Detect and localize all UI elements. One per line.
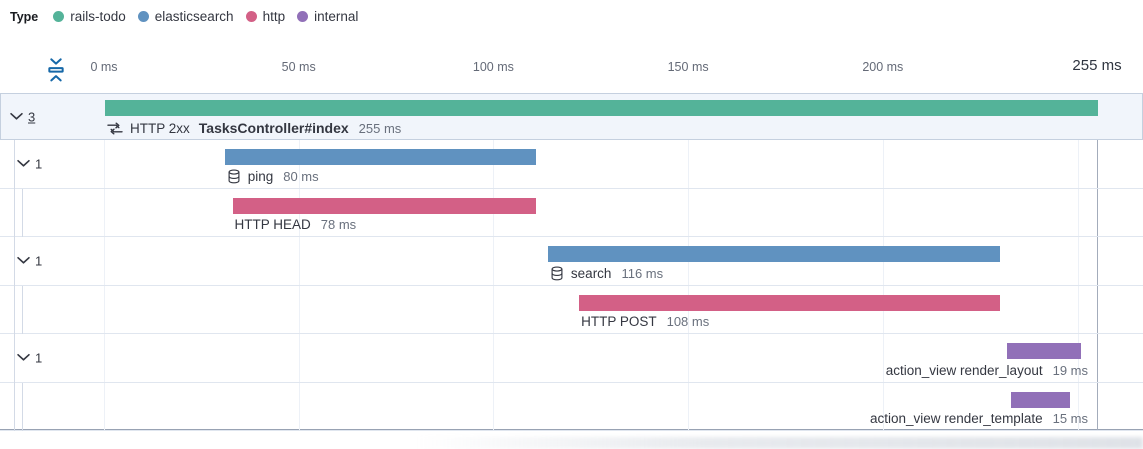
children-count: 1: [35, 156, 43, 172]
legend-dot-icon: [297, 11, 309, 22]
span-name: ping: [247, 168, 274, 184]
span-bar[interactable]: [547, 246, 1000, 262]
children-count: 1: [35, 253, 43, 269]
legend-title: Type: [10, 9, 39, 24]
axis-end-label: 255 ms: [1072, 57, 1122, 74]
transaction-merge-icon: [107, 121, 123, 136]
chevron-down-icon: [17, 257, 30, 265]
gridline: [298, 93, 300, 431]
legend-item-http[interactable]: http: [245, 9, 285, 24]
waterfall-row-http-head: HTTP HEAD 78 ms: [0, 189, 1143, 237]
duration-label: 15 ms: [1052, 411, 1088, 426]
database-icon: [550, 265, 564, 281]
span-name: search: [570, 265, 612, 281]
waterfall-row-ping: 1 ping 80 ms: [0, 140, 1143, 189]
accordion-toggle-ping[interactable]: 1: [17, 156, 42, 171]
gridline: [882, 93, 884, 431]
span-name: HTTP POST: [581, 314, 657, 329]
tree-guide-line: [14, 140, 15, 431]
transaction-result: HTTP 2xx: [130, 120, 190, 136]
legend: Type rails-todo elasticsearch http inter…: [10, 9, 370, 24]
axis-tick-150ms: 150 ms: [667, 60, 709, 74]
waterfall-row-render-template: action_view render_template 15 ms: [0, 383, 1143, 431]
accordion-toggle-transaction[interactable]: 3: [10, 109, 35, 124]
axis-tick-200ms: 200 ms: [862, 60, 904, 74]
tree-guide-line: [22, 382, 23, 431]
axis-tick-100ms: 100 ms: [472, 60, 514, 74]
span-label[interactable]: action_view render_layout 19 ms: [886, 360, 1088, 380]
end-gridline: [1097, 93, 1098, 431]
legend-dot-icon: [137, 11, 149, 22]
legend-item-internal[interactable]: internal: [297, 9, 358, 24]
span-bar[interactable]: [224, 149, 537, 165]
waterfall-chart: 3 HTTP 2xx TasksController#index 255 ms …: [0, 93, 1143, 431]
duration-label: 108 ms: [666, 314, 710, 329]
waterfall-row-transaction: 3 HTTP 2xx TasksController#index 255 ms: [0, 93, 1143, 140]
tree-guide-line: [22, 285, 23, 334]
axis-tick-50ms: 50 ms: [281, 60, 316, 74]
waterfall-row-search: 1 search 116 ms: [0, 237, 1143, 286]
tree-guide-line: [22, 188, 23, 237]
children-count: 1: [35, 350, 43, 366]
fold-timeline-icon: [45, 58, 69, 82]
legend-dot-icon: [53, 11, 65, 22]
legend-item-elasticsearch[interactable]: elasticsearch: [137, 9, 234, 24]
duration-label: 78 ms: [320, 217, 357, 232]
span-bar[interactable]: [232, 197, 537, 214]
span-name: action_view render_layout: [885, 362, 1043, 378]
legend-dot-icon: [245, 11, 257, 22]
chevron-down-icon: [17, 354, 30, 362]
duration-label: 19 ms: [1052, 362, 1088, 378]
children-count-link[interactable]: 3: [28, 109, 36, 124]
gridline: [104, 93, 105, 431]
duration-label: 116 ms: [621, 265, 664, 281]
axis-tick-0ms: 0 ms: [90, 60, 118, 74]
collapse-all-button[interactable]: [45, 57, 69, 83]
legend-item-rails-todo[interactable]: rails-todo: [53, 9, 126, 24]
gridline: [493, 93, 495, 431]
transaction-bar[interactable]: [105, 100, 1098, 116]
duration-label: 255 ms: [358, 120, 402, 136]
accordion-toggle-search[interactable]: 1: [17, 253, 42, 268]
span-bar[interactable]: [1011, 391, 1070, 408]
panel-shadow: [415, 437, 1143, 449]
span-name: action_view render_template: [869, 411, 1043, 426]
gridline: [1077, 93, 1079, 431]
transaction-name: TasksController#index: [198, 120, 349, 136]
span-name: HTTP HEAD: [234, 217, 311, 232]
gridline: [688, 93, 690, 431]
span-label[interactable]: action_view render_template 15 ms: [870, 409, 1088, 429]
duration-label: 80 ms: [283, 168, 319, 184]
span-label[interactable]: ping 80 ms: [227, 166, 319, 186]
span-label[interactable]: search 116 ms: [550, 263, 663, 283]
accordion-toggle-render-layout[interactable]: 1: [17, 350, 42, 365]
span-bar[interactable]: [579, 294, 1000, 311]
waterfall-row-http-post: HTTP POST 108 ms: [0, 286, 1143, 334]
database-icon: [227, 168, 241, 184]
chevron-down-icon: [17, 160, 30, 168]
chevron-down-icon: [10, 112, 23, 121]
span-bar[interactable]: [1007, 343, 1082, 359]
span-label[interactable]: HTTP HEAD 78 ms: [235, 215, 357, 235]
transaction-label[interactable]: HTTP 2xx TasksController#index 255 ms: [107, 118, 401, 138]
waterfall-row-render-layout: 1 action_view render_layout 19 ms: [0, 334, 1143, 383]
span-label[interactable]: HTTP POST 108 ms: [581, 312, 709, 332]
